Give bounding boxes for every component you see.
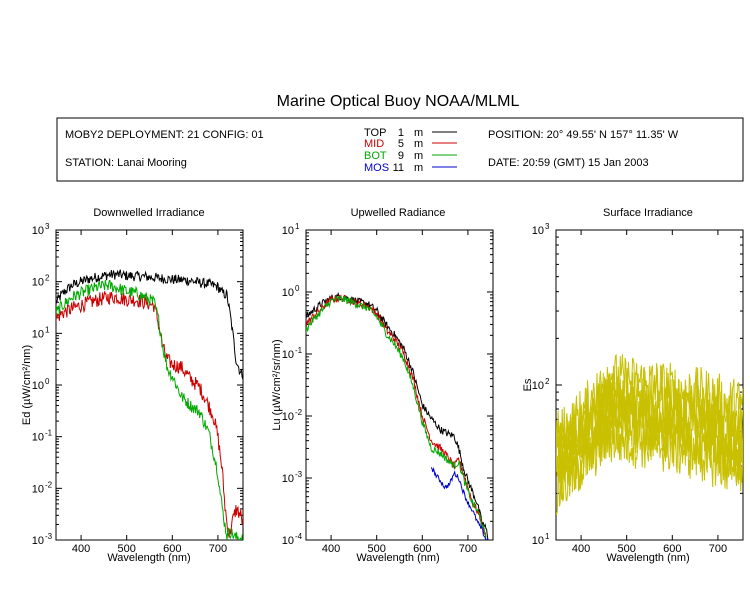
plot-frame — [305, 229, 494, 541]
y-tick-exponent: 1 — [45, 325, 50, 334]
y-tick-exponent: 3 — [545, 222, 550, 231]
legend-entry-mos: MOS 11 m — [364, 162, 457, 174]
depth-legend: TOP 1 m MID 5 m BOT 9 m MOS 11 m — [364, 127, 457, 174]
x-tick-label: 700 — [209, 543, 227, 555]
x-tick-label: 400 — [322, 543, 340, 555]
y-tick-exponent: 0 — [45, 377, 50, 386]
y-tick-exponent: -2 — [295, 408, 303, 417]
x-axis-label: Wavelength (nm) — [606, 552, 689, 564]
y-tick-exponent: 1 — [295, 222, 300, 231]
legend-unit: m — [414, 127, 423, 139]
series-line-top — [56, 269, 243, 380]
x-tick-label: 400 — [72, 543, 90, 555]
x-axis-label: Wavelength (nm) — [356, 552, 439, 564]
legend-name: MOS — [364, 162, 389, 174]
y-tick-label: 10 — [32, 535, 44, 547]
panel-downwelled-irradiance: Downwelled Irradiance Wavelength (nm) Ed… — [21, 207, 244, 564]
y-axis-label: Lu (µW/cm²/sr/nm) — [271, 339, 283, 430]
legend-entry-top: TOP 1 m — [364, 127, 457, 139]
x-tick-label: 600 — [413, 543, 431, 555]
y-tick-exponent: 1 — [545, 532, 550, 541]
series-line-top — [306, 291, 489, 540]
y-tick-exponent: 0 — [295, 284, 300, 293]
y-tick-label: 10 — [532, 225, 544, 237]
y-tick-label: 10 — [282, 287, 294, 299]
legend-unit: m — [414, 162, 423, 174]
info-box — [56, 117, 744, 182]
y-tick-exponent: -4 — [295, 532, 303, 541]
y-tick-label: 10 — [32, 225, 44, 237]
y-tick-exponent: -1 — [295, 346, 303, 355]
y-tick-exponent: -1 — [45, 429, 53, 438]
legend-depth: 11 — [393, 162, 404, 174]
legend-unit: m — [414, 150, 423, 162]
legend-depth: 1 — [398, 127, 404, 139]
y-tick-label: 10 — [532, 535, 544, 547]
y-tick-exponent: -3 — [45, 532, 53, 541]
series-line-mid — [306, 293, 487, 538]
y-tick-label: 10 — [282, 225, 294, 237]
legend-entry-mid: MID 5 m — [364, 138, 457, 150]
x-tick-label: 400 — [572, 543, 590, 555]
y-tick-label: 10 — [32, 328, 44, 340]
panel-title: Surface Irradiance — [603, 207, 693, 219]
y-axis-label: Ed (µW/cm²/nm) — [21, 345, 33, 425]
legend-name: TOP — [364, 127, 386, 139]
x-tick-label: 700 — [459, 543, 477, 555]
legend-depth: 9 — [398, 150, 404, 162]
x-tick-label: 500 — [618, 543, 636, 555]
y-tick-label: 10 — [282, 473, 294, 485]
y-tick-exponent: -3 — [295, 470, 303, 479]
y-tick-label: 10 — [282, 349, 294, 361]
x-tick-label: 600 — [663, 543, 681, 555]
legend-name: BOT — [364, 150, 387, 162]
position-text: POSITION: 20° 49.55' N 157° 11.35' W — [488, 129, 679, 141]
panel-title: Downwelled Irradiance — [93, 207, 204, 219]
series-line-es-6 — [556, 413, 743, 515]
panel-upwelled-radiance: Upwelled Radiance Wavelength (nm) Lu (µW… — [271, 207, 494, 564]
deployment-text: MOBY2 DEPLOYMENT: 21 CONFIG: 01 — [65, 129, 264, 141]
y-tick-label: 10 — [32, 483, 44, 495]
series-line-mos — [430, 466, 489, 540]
y-tick-label: 10 — [32, 380, 44, 392]
y-tick-exponent: 2 — [45, 274, 50, 283]
x-tick-label: 500 — [118, 543, 136, 555]
panel-title: Upwelled Radiance — [351, 207, 446, 219]
x-axis-label: Wavelength (nm) — [107, 552, 190, 564]
y-axis-label: Es — [522, 378, 534, 391]
panel-surface-irradiance: Surface Irradiance Wavelength (nm) Es 40… — [522, 207, 744, 564]
x-tick-label: 500 — [368, 543, 386, 555]
y-tick-label: 10 — [282, 535, 294, 547]
y-tick-exponent: -2 — [45, 480, 53, 489]
y-tick-exponent: 3 — [45, 222, 50, 231]
series-line-mid — [56, 291, 243, 538]
series-line-bot — [306, 295, 487, 540]
legend-entry-bot: BOT 9 m — [364, 150, 457, 162]
y-tick-label: 10 — [32, 432, 44, 444]
y-tick-label: 10 — [282, 411, 294, 423]
y-tick-exponent: 2 — [545, 377, 550, 386]
x-tick-label: 600 — [163, 543, 181, 555]
y-tick-label: 10 — [532, 380, 544, 392]
legend-depth: 5 — [398, 138, 404, 150]
figure-title: Marine Optical Buoy NOAA/MLML — [277, 93, 520, 110]
x-tick-label: 700 — [709, 543, 727, 555]
legend-unit: m — [414, 138, 423, 150]
station-text: STATION: Lanai Mooring — [65, 157, 187, 169]
date-text: DATE: 20:59 (GMT) 15 Jan 2003 — [488, 157, 649, 169]
series-line-bot — [56, 279, 243, 540]
y-tick-label: 10 — [32, 277, 44, 289]
legend-name: MID — [364, 138, 384, 150]
